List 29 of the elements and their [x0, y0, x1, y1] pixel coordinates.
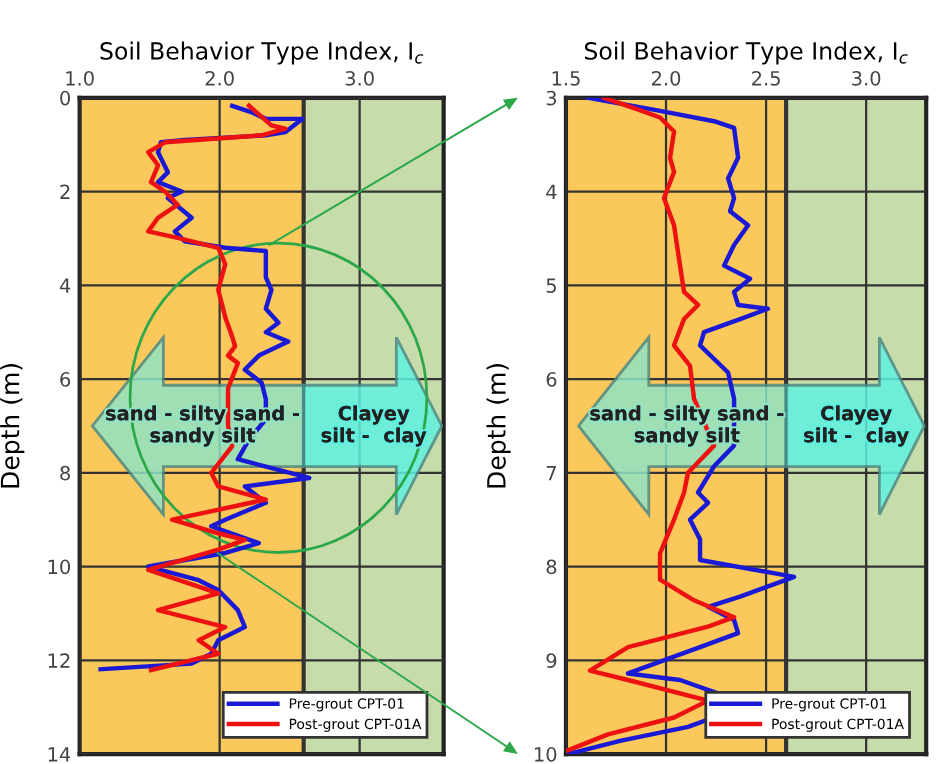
y-tick-label: 7	[546, 466, 556, 481]
y-tick-label: 2	[60, 184, 70, 199]
x-axis-title: Soil Behavior Type Index, I$_{c}$	[584, 41, 908, 65]
y-tick-label: 12	[48, 653, 70, 668]
y-tick-label: 4	[59, 278, 71, 293]
y-tick-label: 0	[60, 90, 71, 106]
y-tick-label: 9	[546, 653, 557, 668]
y-tick-label: 8	[546, 559, 557, 575]
x-tick-label: 2.0	[205, 70, 234, 86]
band-label: Clayey silt - clay	[804, 405, 909, 447]
x-axis-title: Soil Behavior Type Index, I$_{c}$	[100, 41, 424, 65]
y-tick-label: 3	[546, 90, 557, 106]
x-tick-label: 2.5	[752, 70, 780, 86]
line-series	[98, 103, 312, 672]
y-tick-label: 6	[546, 372, 557, 387]
y-tick-label: 10	[48, 559, 71, 575]
y-tick-label: 4	[546, 184, 557, 199]
y-tick-label: 14	[48, 747, 71, 762]
x-tick-label: 3.0	[345, 70, 374, 86]
x-tick-label: 1.5	[552, 71, 580, 86]
y-tick-label: 6	[60, 372, 71, 387]
x-tick-label: 1.0	[66, 70, 94, 86]
y-tick-label: 5	[546, 278, 556, 293]
y-axis-title: Depth (m)	[0, 364, 25, 488]
y-tick-label: 10	[535, 747, 557, 762]
x-tick-label: 3.0	[852, 70, 881, 86]
y-axis-title: Depth (m)	[486, 364, 511, 488]
y-tick-label: 8	[60, 465, 70, 481]
x-tick-label: 2.0	[651, 70, 681, 86]
